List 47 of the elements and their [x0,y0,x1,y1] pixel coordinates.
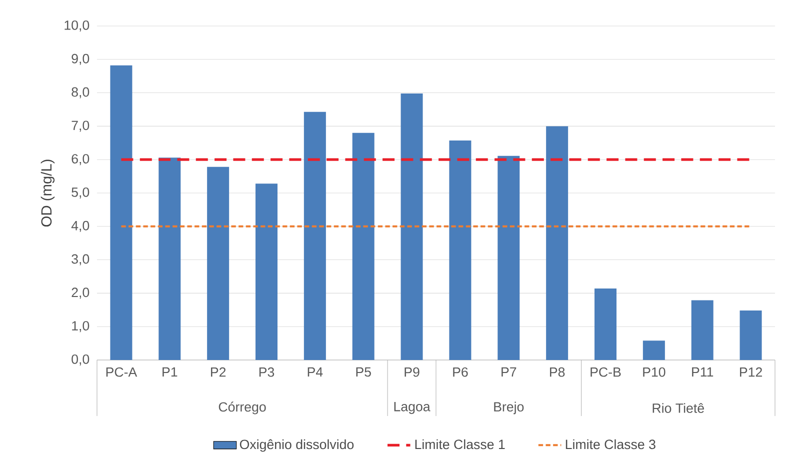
y-tick-label: 0,0 [72,354,90,366]
x-tick-label: P11 [692,367,714,377]
x-tick-label: P5 [356,367,371,377]
x-tick-label: P6 [453,367,468,377]
bar [256,184,278,360]
x-tick-label: PC-B [590,367,621,377]
y-tick-label: 9,0 [72,54,90,65]
text: Brejo [494,402,524,414]
x-tick-label: P2 [211,367,226,377]
bar [546,126,568,360]
bar [594,288,616,360]
x-tick-label: P10 [643,367,666,377]
y-tick-label: 10,0 [64,20,90,32]
bar [352,132,374,360]
legend-label: Oxigênio dissolvido [240,439,354,452]
legend-label: Limite Classe 1 [415,439,505,450]
text: Rio Tietê [652,403,704,413]
bar [158,158,181,360]
bar [304,112,326,360]
y-tick-label: 2,0 [72,288,90,299]
y-tick-label: 1,0 [72,321,90,332]
x-tick-label: P3 [259,367,274,377]
y-tick-label: 6,0 [72,154,90,166]
bar [207,166,230,360]
bar [642,340,665,360]
y-tick-label: 5,0 [72,187,90,199]
bar [400,93,423,360]
bar [110,65,132,360]
y-axis-title: OD (mg/L) [40,160,55,227]
x-tick-label: P7 [502,367,516,377]
y-tick-label: 8,0 [72,87,90,98]
y-tick-label: 7,0 [72,120,90,132]
text: Lagoa [394,402,430,414]
bar [740,310,762,360]
x-tick-label: P4 [308,367,323,377]
x-tick-label: P12 [740,367,762,377]
bar [498,156,520,360]
x-tick-label: P1 [162,367,178,377]
y-tick-label: 3,0 [72,254,90,266]
x-tick-label: PC-A [106,367,138,377]
bar [691,300,714,360]
x-tick-label: P9 [404,367,420,377]
text: Córrego [218,402,266,414]
y-tick-label: 4,0 [71,220,90,232]
legend-label: Limite Classe 3 [566,439,656,450]
x-tick-label: P8 [550,367,565,377]
bar [449,140,472,360]
